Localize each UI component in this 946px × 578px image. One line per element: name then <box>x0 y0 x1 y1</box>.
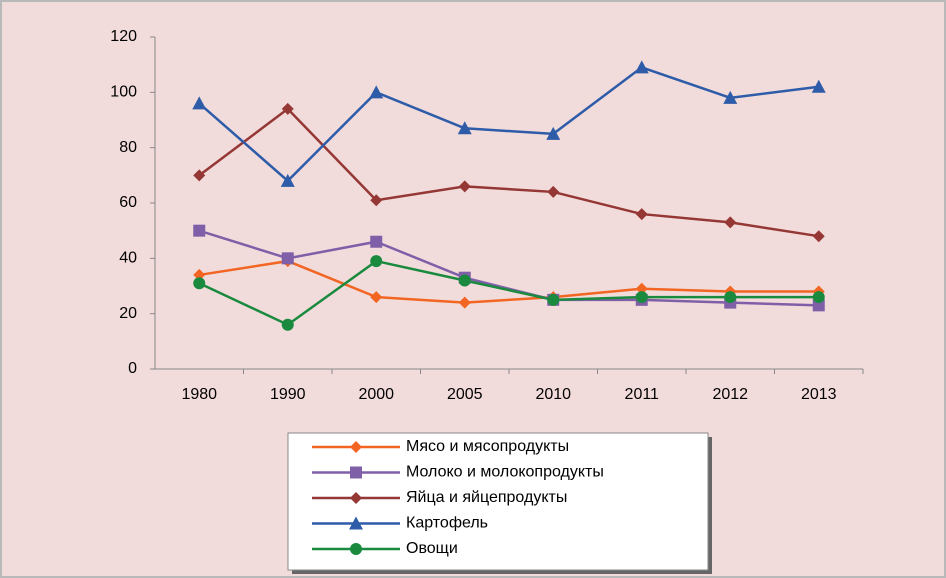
marker <box>723 90 738 104</box>
marker <box>634 60 649 74</box>
marker <box>281 318 294 331</box>
y-tick-label: 120 <box>110 28 137 45</box>
marker <box>193 277 206 290</box>
legend-marker <box>350 543 362 555</box>
marker <box>635 282 648 295</box>
legend-marker <box>350 466 362 479</box>
series-line <box>198 66 819 183</box>
x-tick-label: 1990 <box>270 386 306 403</box>
marker <box>193 224 206 237</box>
series-line <box>199 259 819 304</box>
y-tick-label: 20 <box>119 305 137 322</box>
marker <box>193 268 206 281</box>
x-tick-label: 2013 <box>801 386 837 403</box>
marker <box>370 291 383 304</box>
marker <box>635 291 648 304</box>
marker <box>812 230 825 243</box>
y-tick-label: 100 <box>110 84 137 101</box>
legend-label: Картофель <box>406 515 488 532</box>
marker <box>370 235 383 248</box>
y-tick-label: 80 <box>119 139 137 156</box>
x-tick-label: 2012 <box>712 386 748 403</box>
marker <box>724 216 737 229</box>
series-line <box>198 107 819 238</box>
y-tick-label: 0 <box>128 360 137 377</box>
marker <box>192 96 207 110</box>
y-tick-label: 60 <box>119 194 137 211</box>
x-tick-label: 2010 <box>535 386 571 403</box>
marker <box>458 180 471 193</box>
legend-marker <box>349 516 363 530</box>
legend-marker <box>350 441 362 453</box>
legend-label: Овощи <box>406 540 458 557</box>
x-tick-label: 1980 <box>181 386 217 403</box>
legend-label: Молоко и молокопродукты <box>406 464 604 481</box>
legend-label: Яйца и яйцепродукты <box>406 489 567 506</box>
marker <box>193 169 206 182</box>
marker <box>458 296 471 309</box>
marker <box>281 102 294 115</box>
marker <box>370 255 383 268</box>
marker <box>812 299 825 312</box>
marker <box>457 121 472 135</box>
marker <box>811 79 826 93</box>
marker <box>281 252 294 265</box>
legend-marker <box>350 492 362 504</box>
marker <box>370 194 383 207</box>
marker <box>280 173 295 187</box>
marker <box>546 126 561 140</box>
marker <box>724 291 737 304</box>
marker <box>547 293 560 306</box>
x-tick-label: 2011 <box>625 386 660 403</box>
x-tick-label: 2005 <box>447 386 483 403</box>
x-tick-label: 2000 <box>358 386 394 403</box>
marker <box>635 208 648 221</box>
y-tick-label: 40 <box>119 250 137 267</box>
marker <box>547 185 560 198</box>
series-line <box>198 259 819 327</box>
marker <box>458 274 471 287</box>
marker <box>369 85 384 99</box>
series-line <box>198 229 819 307</box>
marker <box>812 291 825 304</box>
legend-label: Мясо и мясопродукты <box>406 438 569 455</box>
